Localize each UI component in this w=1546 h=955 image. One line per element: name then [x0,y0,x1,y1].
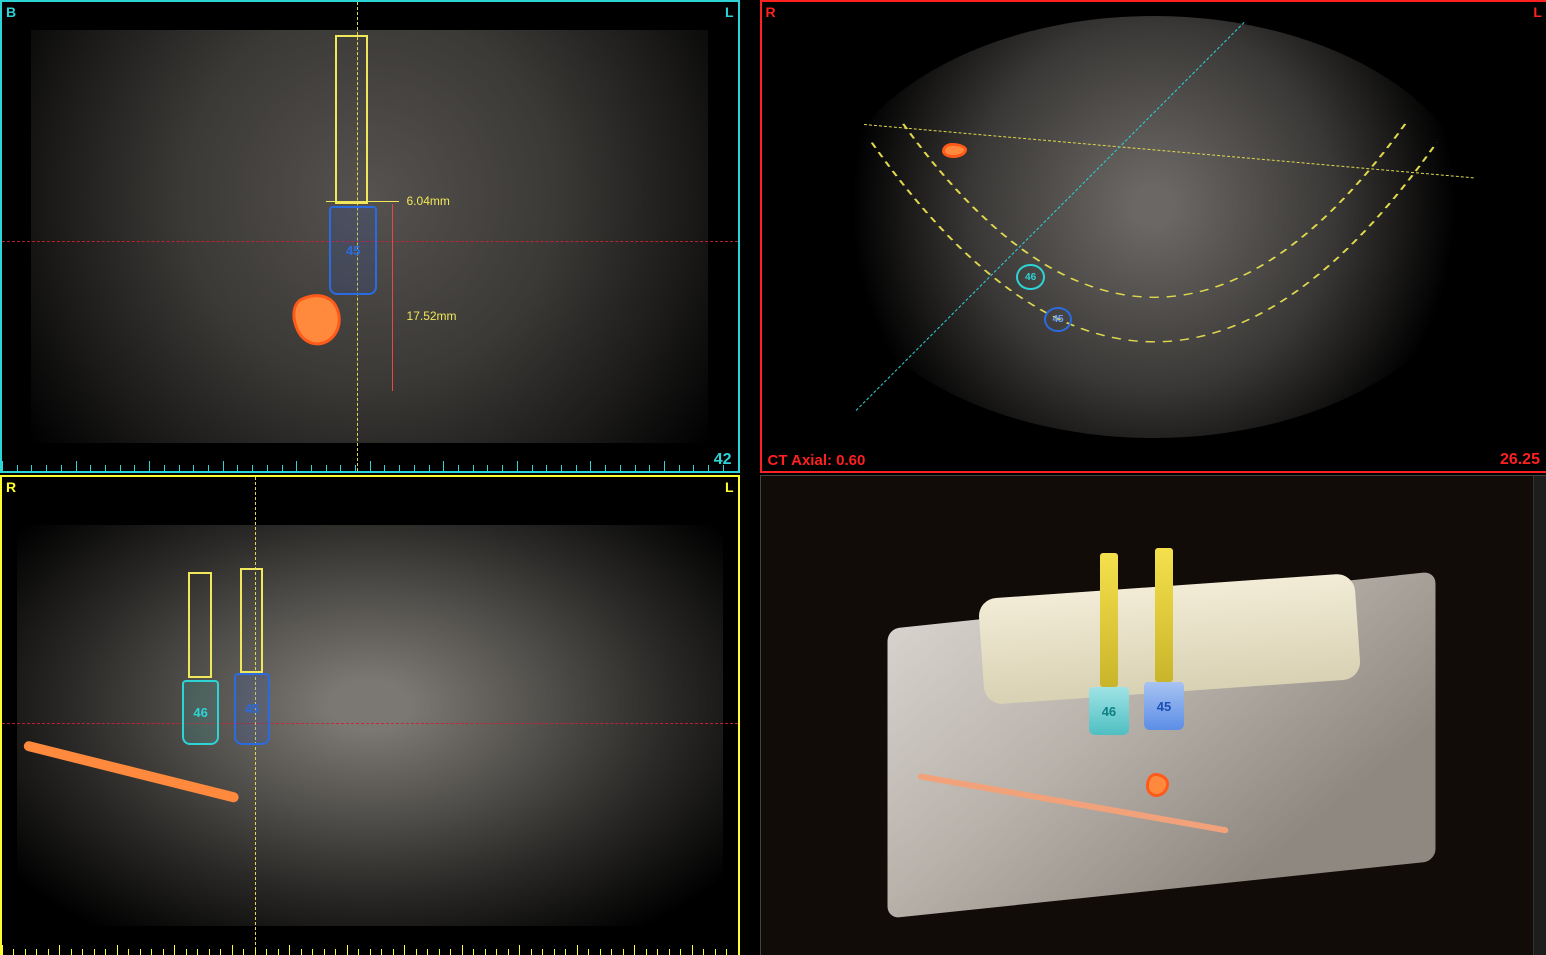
implant-post-46[interactable] [1100,553,1117,687]
pane-axial[interactable]: 46 45 R L CT Axial: 0.60 26.25 [760,0,1546,473]
arch-guideline-curve [762,2,1546,471]
orientation-label-r: R [6,479,16,495]
implant-45[interactable]: 45 [329,206,377,295]
implant-label: 45 [245,701,259,716]
scan-image-panoramic [17,525,723,927]
pane-panoramic[interactable]: 46 45 R L ▴ ▾ [0,475,740,955]
pane-cross-section[interactable]: 45 6.04mm 17.52mm B L 42 ▴ ▾ [0,0,740,473]
implant-label: 46 [193,705,207,720]
measure-width-line [326,201,400,202]
nerve-spot-axial[interactable] [942,143,967,158]
axial-status: CT Axial: 0.60 [768,452,866,469]
orientation-label-r: R [766,4,776,20]
measure-height-label: 17.52mm [407,309,457,323]
implant-marker-46[interactable]: 46 [1016,264,1044,290]
abutment-46[interactable] [188,572,212,677]
orientation-label-l: L [725,4,734,20]
toolbar-3d[interactable] [1533,476,1546,955]
slice-number: 26.25 [1500,451,1540,469]
implant-label: 46 [1102,704,1116,719]
implant-post-45[interactable] [1155,548,1172,682]
orientation-label-b: B [6,4,16,20]
pane-3d-render[interactable]: 46 45 [760,475,1546,955]
implant-45[interactable]: 45 [234,673,271,745]
slice-number: 42 [714,451,732,469]
ruler-panoramic [2,941,738,955]
ruler-ticks [2,459,738,471]
crosshair-horizontal[interactable] [2,723,738,724]
implant-marker-label: 45 [1052,314,1063,325]
implant-label: 45 [1157,699,1171,714]
implant-body-46[interactable]: 46 [1089,687,1128,735]
ruler-cross-section [2,457,738,471]
measure-height-line [392,204,393,391]
orientation-label-l: L [1533,4,1542,20]
implant-46[interactable]: 46 [182,680,219,745]
implant-body-45[interactable]: 45 [1144,682,1183,730]
abutment-45[interactable] [335,35,368,204]
orientation-label-l: L [725,479,734,495]
abutment-45[interactable] [240,568,264,673]
implant-marker-label: 46 [1025,272,1036,283]
viewport-grid: 45 6.04mm 17.52mm B L 42 ▴ ▾ [0,0,1546,955]
ruler-ticks [2,943,738,955]
measure-width-label: 6.04mm [407,194,450,208]
implant-label: 45 [346,243,360,258]
